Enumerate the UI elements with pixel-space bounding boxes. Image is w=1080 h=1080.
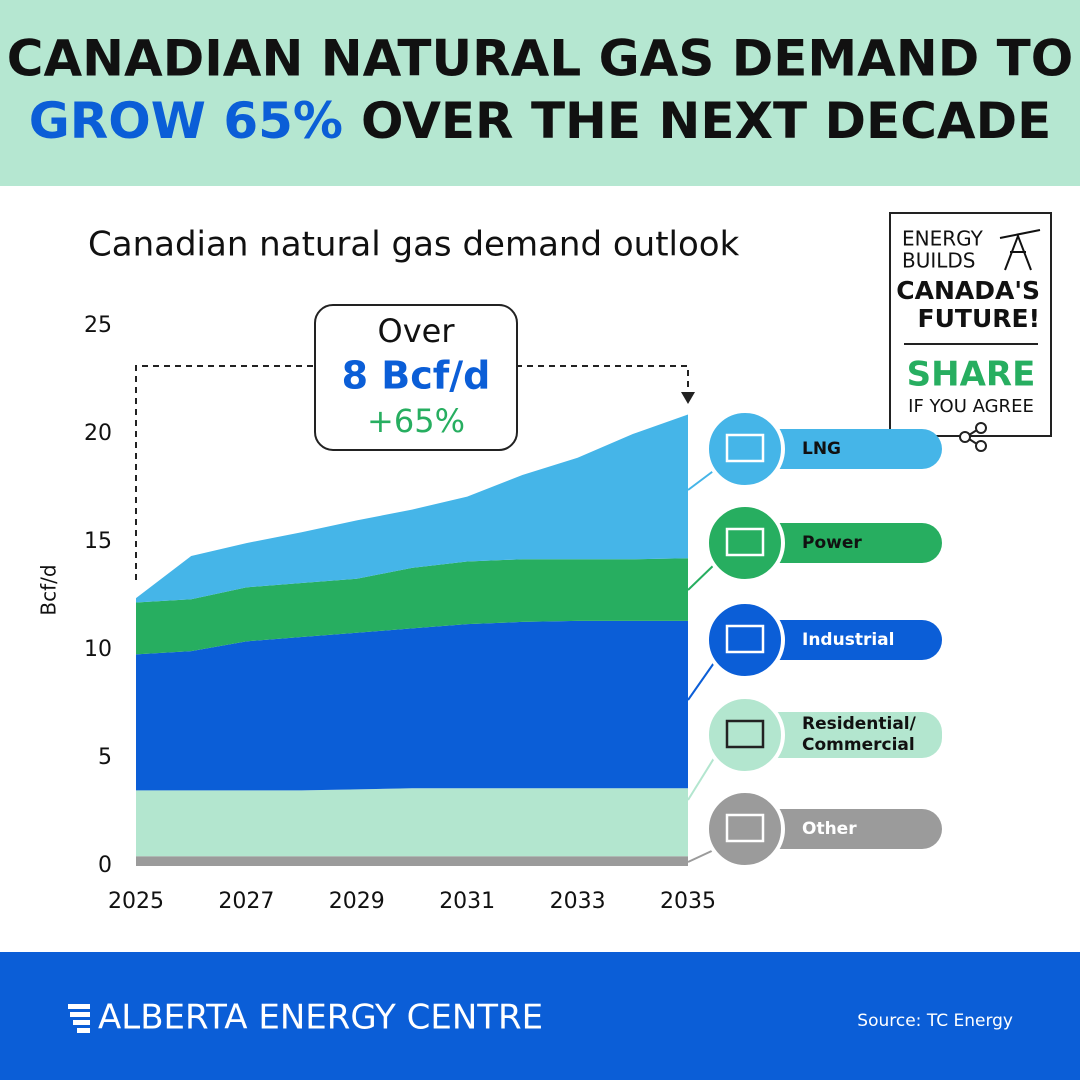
badge-line1: ENERGY xyxy=(902,227,984,251)
footer-source: Source: TC Energy xyxy=(857,1011,1013,1031)
legend-text: Industrial xyxy=(802,629,895,650)
y-tick-label: 0 xyxy=(98,853,112,878)
callout-line1: Over xyxy=(378,312,456,350)
footer-bg xyxy=(0,952,1080,1080)
area xyxy=(136,558,688,655)
x-tick-label: 2033 xyxy=(550,889,606,914)
header-bg xyxy=(0,0,1080,186)
bracket-arrow xyxy=(681,392,695,404)
chart-title: Canadian natural gas demand outlook xyxy=(88,225,740,265)
x-tick-label: 2031 xyxy=(439,889,495,914)
legend-label: LNG xyxy=(768,429,942,469)
x-tick-label: 2035 xyxy=(660,889,716,914)
legend-label: Other xyxy=(768,809,942,849)
legend-connector xyxy=(687,848,717,863)
y-tick-label: 5 xyxy=(98,745,112,770)
share-icon xyxy=(959,422,987,452)
x-tick-label: 2025 xyxy=(108,889,164,914)
legend-label: Industrial xyxy=(768,620,942,660)
callout-box xyxy=(314,304,518,451)
badge-line3: CANADA'S xyxy=(896,276,1040,305)
badge-line5: SHARE xyxy=(907,355,1036,395)
legend-label: Residential/ Commercial xyxy=(768,712,942,758)
y-tick-label: 25 xyxy=(84,313,112,338)
callout-line2: 8 Bcf/d xyxy=(342,354,491,398)
y-tick-label: 20 xyxy=(84,421,112,446)
y-tick-label: 15 xyxy=(84,529,112,554)
title-rest: OVER THE NEXT DECADE xyxy=(361,92,1051,150)
badge-icon xyxy=(999,229,1041,271)
y-axis-label: Bcf/d xyxy=(37,564,61,615)
x-tick-label: 2027 xyxy=(218,889,274,914)
footer-brand: ALBERTA ENERGY CENTRE xyxy=(98,998,543,1038)
badge-line2: BUILDS xyxy=(902,249,976,273)
area xyxy=(136,620,688,791)
title-highlight: GROW 65% xyxy=(29,92,343,150)
legend-text: LNG xyxy=(802,438,842,459)
legend-connector xyxy=(687,754,717,801)
legend-text: Power xyxy=(802,532,862,553)
area xyxy=(136,856,688,866)
legend-connector xyxy=(687,659,717,701)
area xyxy=(136,788,688,857)
title-line2: GROW 65% OVER THE NEXT DECADE xyxy=(29,92,1052,150)
legend-connector xyxy=(687,562,717,591)
area xyxy=(136,414,688,603)
x-tick-label: 2029 xyxy=(329,889,385,914)
badge: ENERGY BUILDS CANADA'S FUTURE! SHARE IF … xyxy=(889,212,1052,452)
legend-label: Power xyxy=(768,523,942,563)
badge-line6: IF YOU AGREE xyxy=(908,396,1034,417)
badge-line4: FUTURE! xyxy=(918,304,1040,333)
y-tick-label: 10 xyxy=(84,637,112,662)
callout-line3: +65% xyxy=(367,402,465,440)
legend-text: Residential/ Commercial xyxy=(802,714,916,755)
footer-logo xyxy=(68,1004,90,1033)
legend-text: Other xyxy=(802,818,857,839)
legend-connector xyxy=(687,468,717,491)
title-line1: CANADIAN NATURAL GAS DEMAND TO xyxy=(7,30,1073,88)
